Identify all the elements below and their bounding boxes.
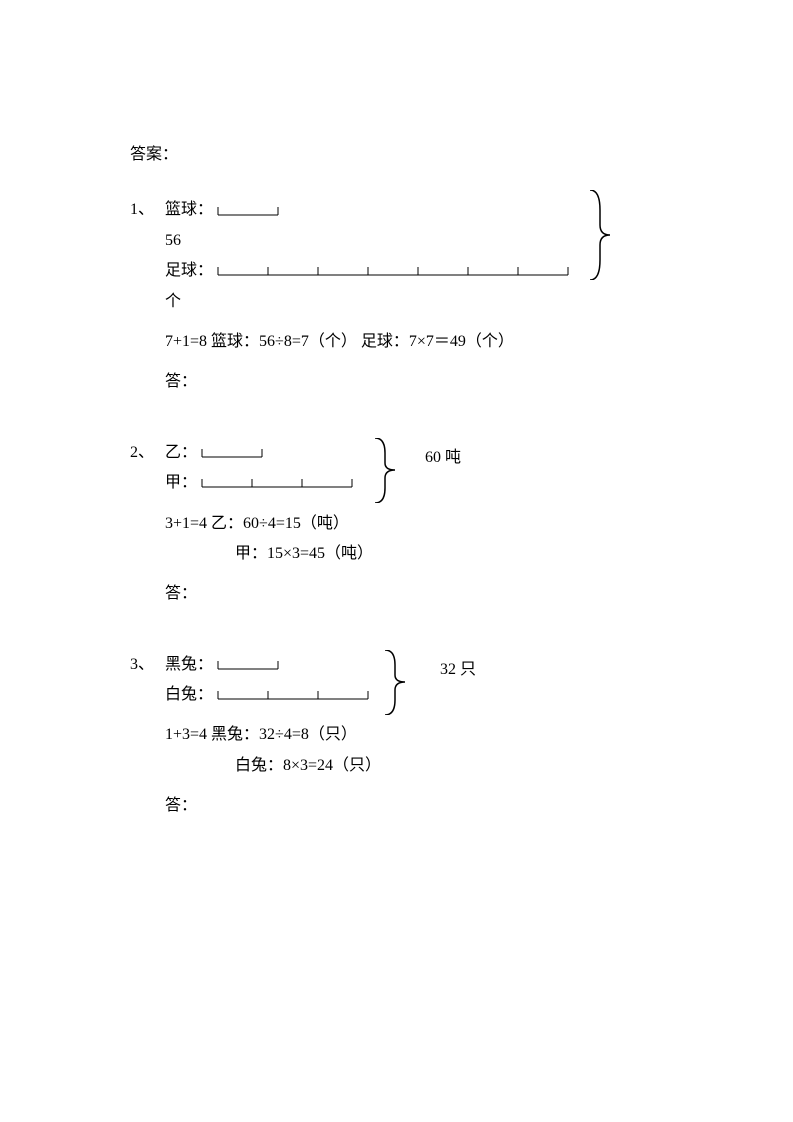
bar-jia	[197, 475, 357, 491]
answer-line: 答：	[165, 367, 663, 397]
label-jia: 甲：	[165, 468, 197, 498]
bar-football	[213, 263, 573, 279]
answer-line: 答：	[165, 791, 663, 821]
diagram-row-yi: 乙：	[165, 438, 663, 468]
label-basketball: 篮球：	[165, 195, 213, 225]
problem-number: 2、	[130, 438, 165, 630]
bar-yi	[197, 445, 267, 461]
label-white-rabbit: 白兔：	[165, 680, 213, 710]
title: 答案：	[130, 140, 663, 170]
diagram-row-jia: 甲：	[165, 468, 663, 498]
problem-1: 1、 篮球： 56 足球：	[130, 195, 663, 417]
problem-number: 1、	[130, 195, 165, 417]
problem-number: 3、	[130, 650, 165, 842]
brace-label: 32 只	[440, 655, 476, 685]
page: 答案： 1、 篮球： 56 足球：	[0, 0, 793, 842]
label-football: 足球：	[165, 256, 213, 286]
brace-icon	[380, 650, 410, 715]
diagram-row-white-rabbit: 白兔：	[165, 680, 663, 710]
brace-icon	[585, 190, 615, 280]
answer-line: 答：	[165, 579, 663, 609]
unit-suffix: 个	[165, 287, 663, 317]
calculation-line-2: 甲：15×3=45（吨）	[235, 539, 663, 569]
label-black-rabbit: 黑兔：	[165, 650, 213, 680]
problem-3: 3、 黑兔： 白兔：	[130, 650, 663, 842]
diagram-row-black-rabbit: 黑兔：	[165, 650, 663, 680]
problem-content: 篮球： 56 足球：	[165, 195, 663, 417]
calculation-line-1: 7+1=8 篮球：56÷8=7（个） 足球：7×7＝49（个）	[165, 327, 663, 357]
bar-white-rabbit	[213, 687, 373, 703]
label-yi: 乙：	[165, 438, 197, 468]
bar-basketball	[213, 203, 283, 219]
problem-content: 黑兔： 白兔：	[165, 650, 663, 842]
brace-icon	[370, 438, 400, 503]
calculation-line-1: 3+1=4 乙：60÷4=15（吨）	[165, 509, 663, 539]
brace-label: 60 吨	[425, 443, 461, 473]
calculation-line-2: 白兔：8×3=24（只）	[235, 751, 663, 781]
problem-2: 2、 乙： 甲：	[130, 438, 663, 630]
bar-black-rabbit	[213, 657, 283, 673]
calculation-line-1: 1+3=4 黑兔：32÷4=8（只）	[165, 720, 663, 750]
problem-content: 乙： 甲：	[165, 438, 663, 630]
